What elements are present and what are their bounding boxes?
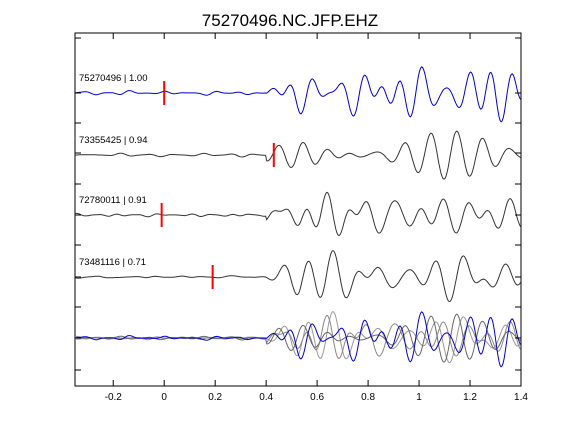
trace-label: 75270496 | 1.00 xyxy=(79,73,148,84)
x-tick-label: 0 xyxy=(161,392,167,403)
plot-area-frame xyxy=(74,32,522,387)
trace-line-72780011 xyxy=(74,191,521,237)
x-tick-label: 0.8 xyxy=(361,392,375,403)
trace-label: 72780011 | 0.91 xyxy=(79,195,147,206)
x-tick-label: -0.2 xyxy=(105,392,123,403)
x-tick-label: 0.2 xyxy=(208,392,222,403)
x-tick-label: 1 xyxy=(416,392,422,403)
x-tick-label: 0.6 xyxy=(310,392,324,403)
stack-trace xyxy=(74,311,521,368)
traces-group: 75270496 | 1.00 73355425 | 0.94 72780011 |… xyxy=(74,66,521,368)
trace-line-73355425 xyxy=(74,130,521,180)
x-tick-label: 1.4 xyxy=(514,392,528,403)
stack-trace xyxy=(74,313,521,363)
x-tick-label: 1.2 xyxy=(463,392,477,403)
chart-title: 75270496.NC.JFP.EHZ xyxy=(202,11,378,30)
trace-label: 73481116 | 0.71 xyxy=(79,257,146,268)
axis-ticks: -0.2 0 0.2 0.4 0.6 0.8 1 1.2 1.4 xyxy=(75,33,528,403)
trace-label: 73355425 | 0.94 xyxy=(79,135,148,146)
trace-line-75270496 xyxy=(74,66,521,123)
trace-line-73481116 xyxy=(74,249,521,303)
x-tick-label: 0.4 xyxy=(259,392,273,403)
stack-trace xyxy=(74,314,521,360)
